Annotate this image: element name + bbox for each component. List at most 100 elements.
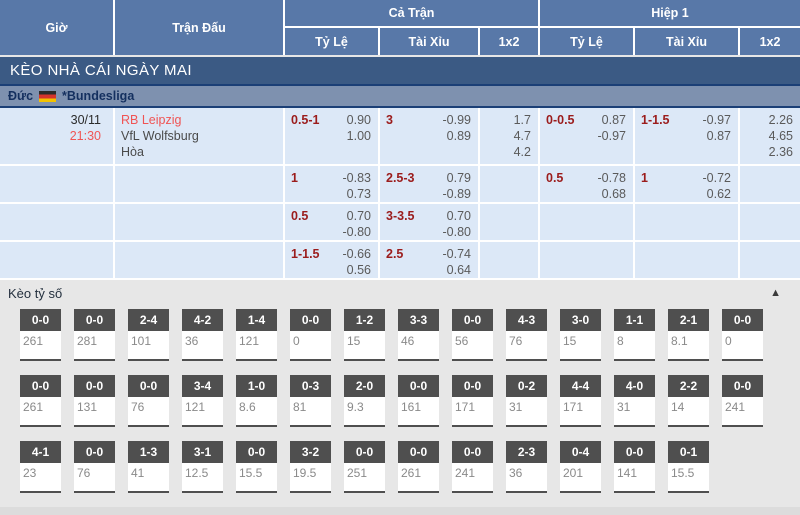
score-odds-cell[interactable]: 1-0 8.6 <box>236 375 277 427</box>
score-odds-cell[interactable]: 2-0 9.3 <box>344 375 385 427</box>
odds-value[interactable]: 0.56 <box>346 263 371 277</box>
h1-handicap-cell[interactable] <box>540 204 633 240</box>
score-odds-cell[interactable]: 1-3 41 <box>128 441 169 493</box>
score-odds-cell[interactable]: 0-0 241 <box>452 441 493 493</box>
odds-value[interactable]: 0.79 <box>446 171 471 185</box>
ft-1x2-cell[interactable] <box>480 242 538 278</box>
odds-value[interactable]: -0.83 <box>342 171 372 185</box>
score-odds-cell[interactable]: 0-0 171 <box>452 375 493 427</box>
ft-overunder-cell[interactable]: 2.5 -0.74 0.64 <box>380 242 478 278</box>
league-row[interactable]: Đức *Bundesliga <box>0 84 800 108</box>
h1-overunder-cell[interactable] <box>635 204 738 240</box>
score-odds-cell[interactable]: 0-4 201 <box>560 441 601 493</box>
ft-overunder-cell[interactable]: 3 -0.99 0.89 <box>380 108 478 164</box>
h1-overunder-cell[interactable]: 1-1.5 -0.97 0.87 <box>635 108 738 164</box>
odds-value[interactable]: 0.90 <box>346 113 371 127</box>
score-odds-cell[interactable]: 3-0 15 <box>560 309 601 361</box>
away-team-link[interactable]: VfL Wolfsburg <box>121 129 199 143</box>
score-odds-cell[interactable]: 0-0 15.5 <box>236 441 277 493</box>
score-odds-cell[interactable]: 0-0 76 <box>128 375 169 427</box>
h1-overunder-cell[interactable]: 1 -0.72 0.62 <box>635 166 738 202</box>
score-odds-cell[interactable]: 3-4 121 <box>182 375 223 427</box>
ft-handicap-cell[interactable]: 0.5 0.70 -0.80 <box>285 204 378 240</box>
score-odds-cell[interactable]: 3-2 19.5 <box>290 441 331 493</box>
score-odds-cell[interactable]: 2-2 14 <box>668 375 709 427</box>
h1-handicap-cell[interactable] <box>540 242 633 278</box>
odds-value[interactable]: -0.72 <box>702 171 732 185</box>
score-odds-cell[interactable]: 2-3 36 <box>506 441 547 493</box>
odds-value[interactable]: 0.89 <box>446 129 471 143</box>
odds-value[interactable]: -0.80 <box>442 225 472 239</box>
score-odds-cell[interactable]: 0-0 241 <box>722 375 763 427</box>
score-odds-cell[interactable]: 4-2 36 <box>182 309 223 361</box>
1x2-odds-value[interactable]: 4.7 <box>513 129 531 143</box>
score-odds-cell[interactable]: 0-0 261 <box>20 309 61 361</box>
score-odds-cell[interactable]: 0-0 0 <box>722 309 763 361</box>
score-odds-cell[interactable]: 0-0 0 <box>290 309 331 361</box>
score-odds-cell[interactable]: 0-0 261 <box>20 375 61 427</box>
h1-1x2-cell[interactable]: 2.26 4.65 2.36 <box>740 108 800 164</box>
score-odds-cell[interactable]: 0-0 161 <box>398 375 439 427</box>
h1-handicap-cell[interactable]: 0.5 -0.78 0.68 <box>540 166 633 202</box>
odds-value[interactable]: -0.80 <box>342 225 372 239</box>
score-odds-cell[interactable]: 2-1 8.1 <box>668 309 709 361</box>
h1-handicap-cell[interactable]: 0-0.5 0.87 -0.97 <box>540 108 633 164</box>
score-odds-cell[interactable]: 1-4 121 <box>236 309 277 361</box>
score-odds-cell[interactable]: 0-0 131 <box>74 375 115 427</box>
odds-value[interactable]: -0.66 <box>342 247 372 261</box>
odds-value[interactable]: -0.99 <box>442 113 472 127</box>
ft-handicap-cell[interactable]: 1-1.5 -0.66 0.56 <box>285 242 378 278</box>
score-odds-cell[interactable]: 3-1 12.5 <box>182 441 223 493</box>
odds-value[interactable]: -0.89 <box>442 187 472 201</box>
odds-value[interactable]: -0.74 <box>442 247 472 261</box>
score-odds-cell[interactable]: 0-0 56 <box>452 309 493 361</box>
odds-value[interactable]: 0.73 <box>346 187 371 201</box>
ft-1x2-cell[interactable] <box>480 166 538 202</box>
score-odds-cell[interactable]: 3-3 46 <box>398 309 439 361</box>
score-odds-cell[interactable]: 0-0 141 <box>614 441 655 493</box>
score-odds-cell[interactable]: 0-0 251 <box>344 441 385 493</box>
1x2-odds-value[interactable]: 2.26 <box>768 113 793 127</box>
score-odds-cell[interactable]: 4-1 23 <box>20 441 61 493</box>
odds-value[interactable]: 0.70 <box>346 209 371 223</box>
score-odds-cell[interactable]: 0-0 281 <box>74 309 115 361</box>
odds-value[interactable]: 1.00 <box>346 129 371 143</box>
h1-overunder-cell[interactable] <box>635 242 738 278</box>
score-odds-cell[interactable]: 4-3 76 <box>506 309 547 361</box>
score-odds-cell[interactable]: 0-3 81 <box>290 375 331 427</box>
score-odds-cell[interactable]: 0-0 261 <box>398 441 439 493</box>
h1-1x2-cell[interactable] <box>740 242 800 278</box>
ft-handicap-cell[interactable]: 0.5-1 0.90 1.00 <box>285 108 378 164</box>
score-odds-cell[interactable]: 2-4 101 <box>128 309 169 361</box>
score-odds-cell[interactable]: 0-0 76 <box>74 441 115 493</box>
collapse-arrow-icon[interactable]: ▲ <box>770 287 781 299</box>
home-team-link[interactable]: RB Leipzig <box>121 113 182 127</box>
odds-value[interactable]: 0.68 <box>601 187 626 201</box>
h1-1x2-cell[interactable] <box>740 166 800 202</box>
correct-score-header[interactable]: Kèo tỷ số ▲ <box>0 280 800 306</box>
1x2-odds-value[interactable]: 4.65 <box>768 129 793 143</box>
odds-value[interactable]: 0.62 <box>706 187 731 201</box>
odds-value[interactable]: 0.64 <box>446 263 471 277</box>
score-odds-cell[interactable]: 1-1 8 <box>614 309 655 361</box>
ft-1x2-cell[interactable]: 1.7 4.7 4.2 <box>480 108 538 164</box>
score-odds-cell[interactable]: 4-0 31 <box>614 375 655 427</box>
ft-overunder-cell[interactable]: 2.5-3 0.79 -0.89 <box>380 166 478 202</box>
score-odds-cell[interactable]: 0-2 31 <box>506 375 547 427</box>
odds-value[interactable]: -0.97 <box>597 129 627 143</box>
1x2-odds-value[interactable]: 2.36 <box>768 145 793 159</box>
score-odds-cell[interactable]: 1-2 15 <box>344 309 385 361</box>
odds-value[interactable]: -0.78 <box>597 171 627 185</box>
odds-value[interactable]: 0.87 <box>706 129 731 143</box>
score-odds-cell[interactable]: 4-4 171 <box>560 375 601 427</box>
odds-value[interactable]: 0.70 <box>446 209 471 223</box>
odds-value[interactable]: -0.97 <box>702 113 732 127</box>
odds-value[interactable]: 0.87 <box>601 113 626 127</box>
1x2-odds-value[interactable]: 1.7 <box>513 113 531 127</box>
score-odds-cell[interactable]: 0-1 15.5 <box>668 441 709 493</box>
ft-overunder-cell[interactable]: 3-3.5 0.70 -0.80 <box>380 204 478 240</box>
ft-1x2-cell[interactable] <box>480 204 538 240</box>
1x2-odds-value[interactable]: 4.2 <box>513 145 531 159</box>
h1-1x2-cell[interactable] <box>740 204 800 240</box>
ft-handicap-cell[interactable]: 1 -0.83 0.73 <box>285 166 378 202</box>
